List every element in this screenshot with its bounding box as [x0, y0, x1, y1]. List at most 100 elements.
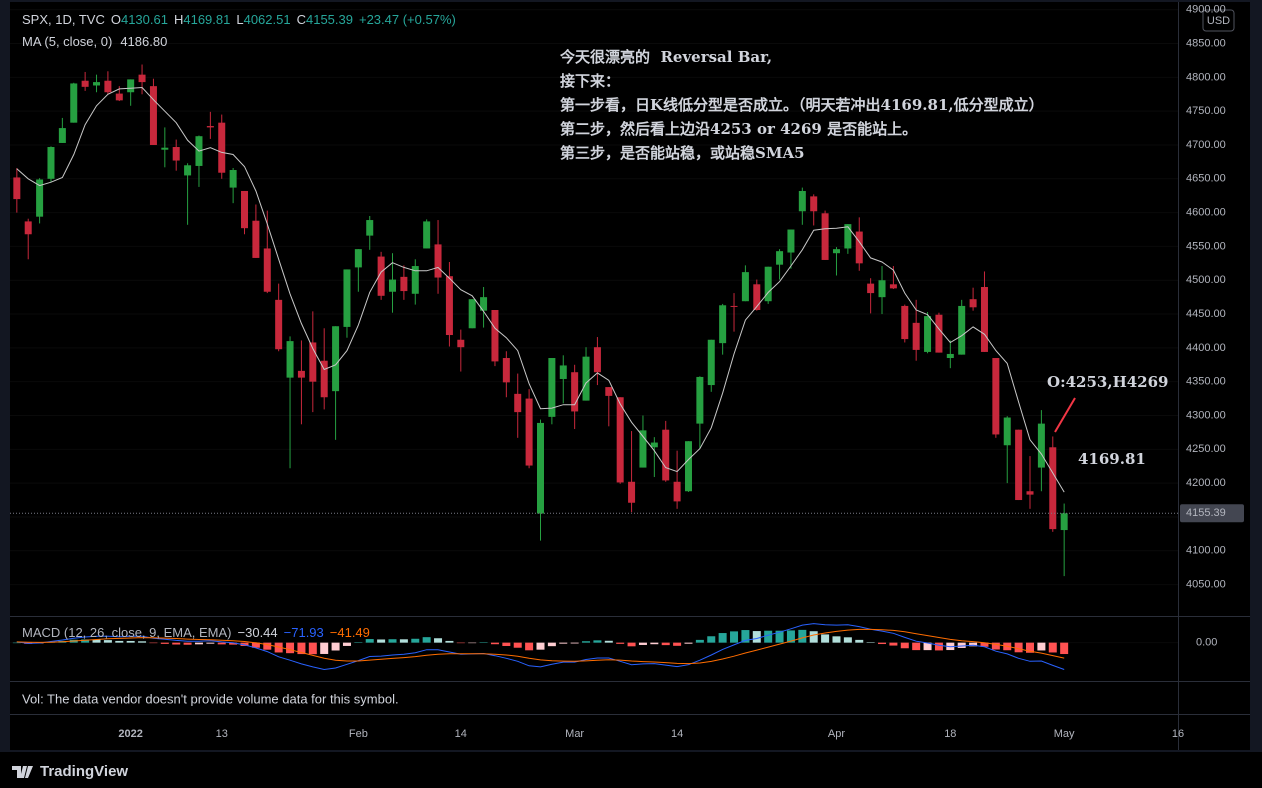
ma-value: 4186.80	[120, 34, 167, 49]
histogram-bar	[297, 642, 306, 655]
candle-body	[115, 93, 123, 101]
candle-body	[696, 376, 704, 424]
histogram-bar	[206, 642, 215, 644]
histogram-bar	[479, 642, 488, 643]
ohlc-key: H	[174, 12, 183, 27]
histogram-bar	[695, 639, 704, 643]
candle-body	[252, 220, 260, 258]
candle-body	[889, 284, 897, 289]
change: +23.47 (+0.57%)	[359, 12, 456, 27]
histogram-bar	[456, 642, 465, 644]
footer	[0, 752, 1262, 788]
x-tick-label: 18	[944, 728, 956, 740]
candle-body	[434, 244, 442, 278]
candle-body	[935, 314, 943, 353]
candle-body	[1026, 491, 1034, 495]
histogram-bar	[434, 638, 443, 643]
candle-body	[548, 358, 556, 417]
ohlc-value: 4130.61	[121, 12, 168, 27]
currency-box[interactable]	[1202, 9, 1235, 32]
candle-body	[332, 326, 340, 392]
candle-body	[1003, 417, 1011, 446]
histogram-bar	[627, 642, 636, 647]
annotation: 第一步看，日K线低分型是否成立。（明天若冲出4169.81,低分型成立）	[560, 96, 1044, 114]
candle-body	[1037, 423, 1045, 468]
histogram-bar	[650, 642, 659, 645]
histogram-bar	[365, 639, 374, 643]
histogram-bar	[957, 642, 966, 648]
candle-body	[13, 177, 21, 200]
symbol-legend: SPX, 1D, TVC O4130.61 H4169.81 L4062.51 C415…	[22, 12, 456, 27]
signal-line	[16, 628, 1065, 665]
candle-body	[867, 283, 875, 294]
y-tick-label: 4250.00	[1186, 443, 1226, 455]
histogram-bar	[411, 638, 420, 643]
histogram-bar	[502, 642, 511, 647]
y-tick-label: 4350.00	[1186, 376, 1226, 388]
histogram-bar	[570, 642, 579, 644]
candle-body	[855, 231, 863, 264]
histogram-bar	[923, 642, 932, 651]
candle-body	[582, 356, 590, 401]
candle-body	[1060, 513, 1068, 531]
y-tick-label: 4600.00	[1186, 207, 1226, 219]
histogram-bar	[547, 642, 556, 647]
histogram-bar	[103, 640, 112, 643]
annotation: 第三步，是否能站稳，或站稳SMA5	[560, 144, 805, 162]
histogram-bar	[92, 639, 101, 643]
ma-legend: MA (5, close, 0) 4186.80	[22, 34, 167, 49]
candle-body	[275, 299, 283, 350]
histogram-bar	[445, 640, 454, 643]
histogram-bar	[399, 639, 408, 643]
chart-area	[10, 2, 1250, 750]
candle-body	[764, 266, 772, 302]
histogram-bar	[752, 631, 761, 643]
y-tick-label: 4500.00	[1186, 274, 1226, 286]
candle-body	[912, 322, 920, 350]
candle-body	[969, 299, 977, 308]
histogram-bar	[821, 634, 830, 643]
histogram-bar	[536, 642, 545, 650]
histogram-bar	[286, 642, 295, 654]
histogram-bar	[809, 631, 818, 643]
candle-body	[514, 393, 522, 413]
candle-body	[650, 442, 658, 448]
candle-body	[673, 481, 681, 502]
currency[interactable]: USD	[1207, 15, 1230, 27]
candle-body	[787, 229, 795, 253]
histogram-bar	[342, 642, 351, 646]
moving-average	[16, 86, 1065, 493]
histogram-bar	[274, 642, 283, 653]
candle-body	[309, 342, 317, 382]
y-tick-label: 4750.00	[1186, 105, 1226, 117]
histogram-bar	[616, 642, 625, 644]
histogram-bar	[855, 639, 864, 643]
candle-body	[958, 305, 966, 355]
histogram-bar	[1048, 642, 1057, 653]
candle-body	[206, 126, 214, 128]
histogram-bar	[718, 633, 727, 643]
histogram-bar	[138, 641, 147, 643]
candle-body	[605, 387, 613, 396]
histogram-bar	[490, 642, 499, 645]
candle-body	[389, 279, 397, 292]
y-tick-label: 4700.00	[1186, 139, 1226, 151]
y-tick-label: 4200.00	[1186, 477, 1226, 489]
candle-body	[104, 80, 112, 93]
macd-line	[16, 623, 1065, 671]
candle-body	[24, 221, 32, 235]
candle-body	[218, 122, 226, 173]
histogram-bar	[149, 642, 158, 644]
volume-note: Vol: The data vendor doesn't provide vol…	[22, 691, 399, 706]
histogram-bar	[900, 642, 909, 649]
candle-body	[36, 179, 44, 217]
histogram-bar	[172, 642, 181, 645]
symbol: SPX, 1D, TVC	[22, 12, 105, 27]
candle-body	[844, 224, 852, 249]
candle-body	[719, 305, 727, 344]
y-tick-label: 4100.00	[1186, 545, 1226, 557]
y-tick-label: 4850.00	[1186, 37, 1226, 49]
candle-body	[229, 170, 237, 188]
histogram-bar	[878, 642, 887, 645]
candle-body	[445, 276, 453, 336]
